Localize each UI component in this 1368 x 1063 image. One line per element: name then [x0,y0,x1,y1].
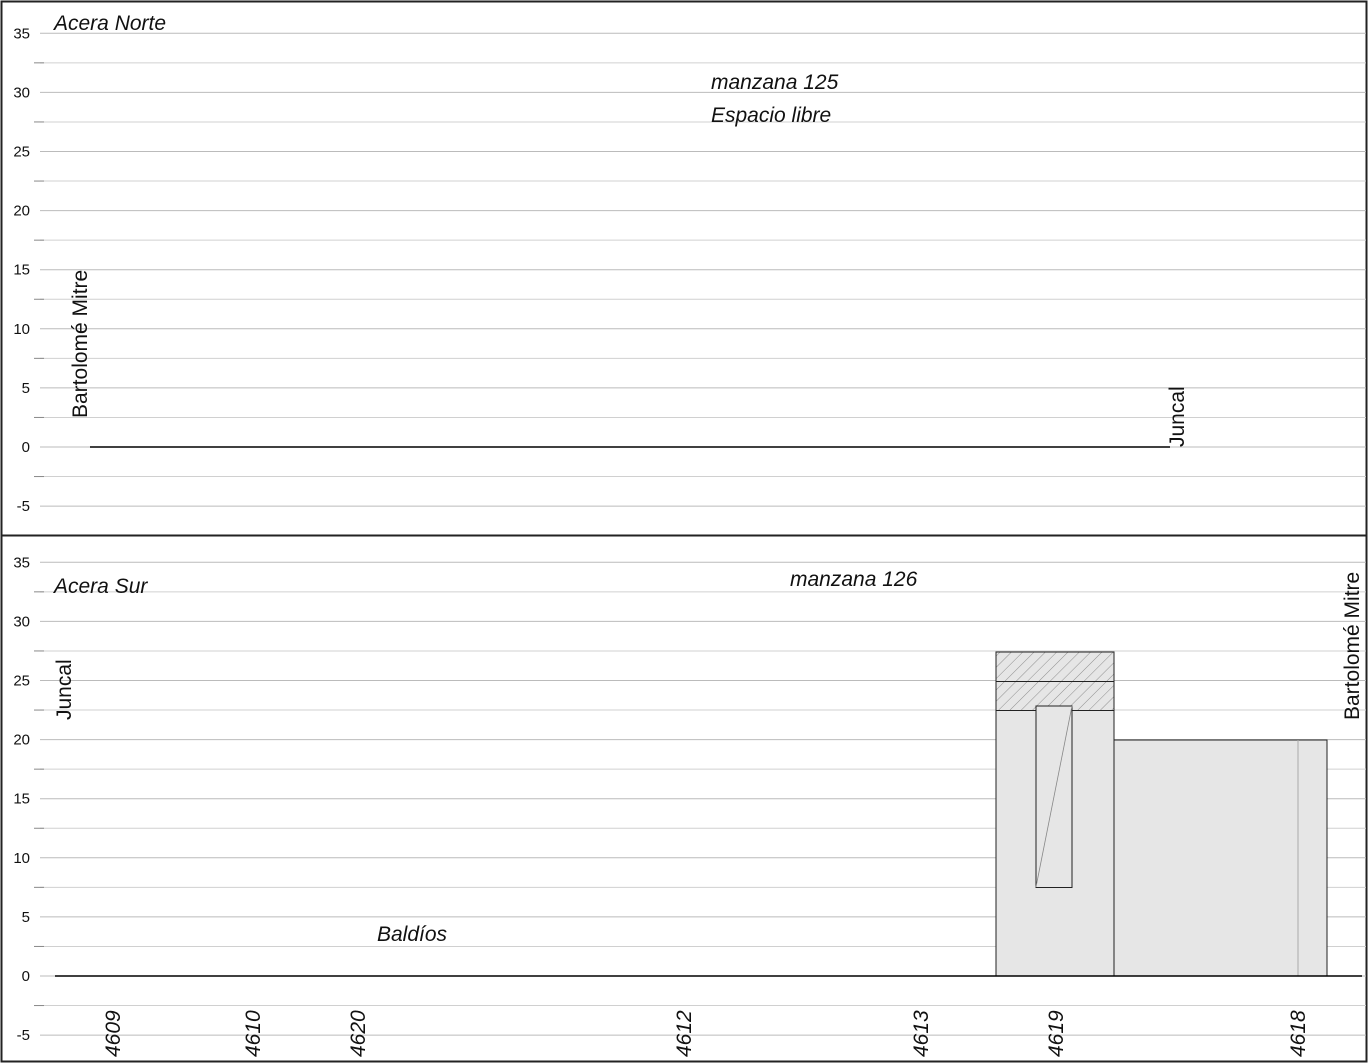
parcel-label: 4619 [1045,1010,1068,1057]
parcel-label: 4609 [102,1010,125,1057]
street-label: Juncal [53,659,76,720]
block-label: manzana 126 [790,568,918,591]
note: Baldíos [377,923,448,946]
y-tick-label: 30 [13,613,30,630]
block-label: manzana 125 [711,71,839,94]
grid [34,32,1366,1036]
parcel-label: 4618 [1287,1010,1310,1057]
building [1113,739,1328,977]
street-label: Bartolomé Mitre [69,270,92,418]
y-tick-label: 15 [13,262,30,279]
diagonal [1035,705,1073,888]
street-label: Bartolomé Mitre [1341,572,1364,720]
y-tick-label: 25 [13,144,30,161]
y-tick-label: 25 [13,673,30,690]
y-tick-label: 5 [22,909,30,926]
y-tick-label: -5 [17,498,30,515]
y-tick-label: 10 [13,321,30,338]
y-tick-label: 35 [13,25,30,42]
parcel-label: 4613 [910,1010,933,1057]
y-tick-label: 0 [22,439,30,456]
y-tick-label: -5 [17,1027,30,1044]
y-tick-label: 5 [22,380,30,397]
parcel-label: 4610 [242,1010,265,1057]
note: Espacio libre [711,104,831,127]
parcel-label: 4620 [347,1010,370,1057]
y-tick-label: 10 [13,850,30,867]
y-tick-label: 30 [13,84,30,101]
y-tick-label: 15 [13,791,30,808]
panel-title: Acera Norte [52,12,166,35]
parcel-label: 4612 [673,1010,696,1057]
panel-title: Acera Sur [52,575,148,598]
y-tick-label: 20 [13,203,30,220]
street-label: Juncal [1166,386,1189,447]
y-tick-label: 20 [13,732,30,749]
y-tick-label: 35 [13,554,30,571]
y-tick-label: 0 [22,968,30,985]
